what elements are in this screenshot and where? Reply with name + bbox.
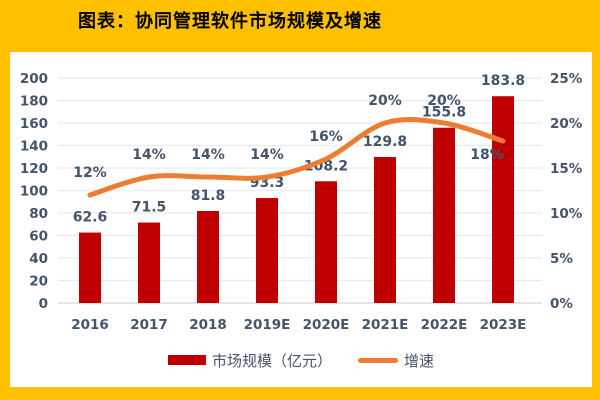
growth-value-label: 12%: [73, 165, 107, 181]
bar: [492, 96, 514, 303]
legend-item-growth: 增速: [358, 350, 434, 371]
left-axis-tick: 140: [20, 139, 48, 155]
growth-line: [87, 117, 506, 198]
growth-value-label: 20%: [427, 93, 461, 109]
x-axis-label: 2016: [71, 317, 109, 333]
growth-value-label: 14%: [250, 147, 284, 163]
right-axis-tick: 0%: [550, 296, 573, 312]
chart-legend: 市场规模（亿元） 增速: [10, 350, 592, 370]
left-axis-tick: 200: [20, 71, 48, 87]
bar: [79, 232, 101, 303]
right-axis-tick: 25%: [550, 71, 583, 87]
growth-value-label: 14%: [191, 147, 225, 163]
left-axis-tick: 20: [29, 274, 48, 290]
legend-item-market-size: 市场规模（亿元）: [167, 350, 332, 371]
bar: [433, 127, 455, 303]
left-axis-tick: 160: [20, 116, 48, 132]
bar-value-label: 155.8: [422, 105, 466, 121]
legend-label-market-size: 市场规模（亿元）: [211, 351, 332, 370]
right-axis-tick: 20%: [550, 116, 583, 132]
right-axis-tick: 10%: [550, 206, 583, 222]
x-axis-label: 2017: [130, 317, 168, 333]
growth-value-label: 16%: [309, 129, 343, 145]
figure-title: 图表：协同管理软件市场规模及增速: [78, 11, 382, 31]
bar: [256, 198, 278, 303]
left-axis-tick: 100: [20, 184, 48, 200]
bar-value-label: 81.8: [191, 188, 226, 204]
x-axis-label: 2018: [189, 317, 227, 333]
bar-value-label: 183.8: [481, 73, 525, 89]
chart-panel: 0 20 40 60 80 100 120 140 160 180 200 0% 5% 10% 15% 20%…: [10, 52, 592, 387]
bar-value-label: 62.6: [73, 210, 108, 226]
x-axis-label: 2023E: [480, 317, 527, 333]
left-axis-tick: 60: [29, 229, 48, 245]
bar: [374, 156, 396, 303]
x-axis-label: 2021E: [362, 317, 409, 333]
left-axis-tick: 0: [39, 296, 48, 312]
chart-svg: 0 20 40 60 80 100 120 140 160 180 200 0% 5% 10% 15% 20%…: [20, 71, 583, 333]
growth-legend-swatch: [358, 357, 398, 363]
bar: [197, 210, 219, 303]
right-axis-tick: 5%: [550, 251, 573, 267]
growth-value-label: 18%: [470, 147, 504, 163]
left-axis-tick: 180: [20, 94, 48, 110]
growth-value-label: 14%: [132, 147, 166, 163]
x-axis-label: 2019E: [244, 317, 291, 333]
left-axis-tick: 40: [29, 251, 48, 267]
left-axis-tick: 80: [29, 206, 48, 222]
growth-value-label: 20%: [368, 93, 402, 109]
x-axis-label: 2020E: [303, 317, 350, 333]
bar-value-label: 71.5: [132, 200, 167, 216]
right-axis-tick: 15%: [550, 161, 583, 177]
bar-value-label: 129.8: [363, 134, 407, 150]
market-size-legend-swatch: [167, 355, 206, 365]
bar: [138, 222, 160, 303]
legend-label-growth: 增速: [404, 351, 435, 370]
left-axis-tick: 120: [20, 161, 48, 177]
bar: [315, 181, 337, 303]
x-axis-label: 2022E: [421, 317, 468, 333]
